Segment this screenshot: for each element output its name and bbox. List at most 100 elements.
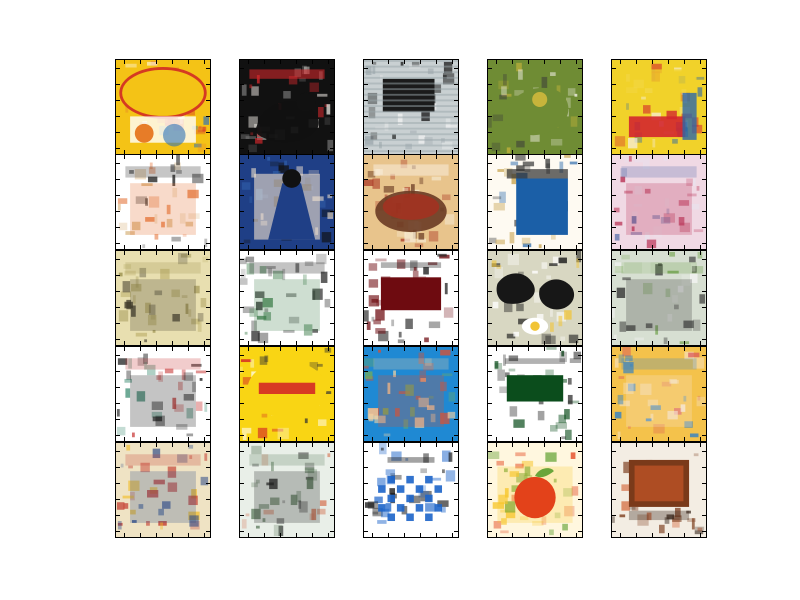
tick-mark [364, 211, 368, 212]
tick-mark [206, 211, 210, 212]
tick-mark [280, 533, 281, 537]
tick-mark [312, 443, 313, 447]
tick-mark [668, 437, 669, 441]
tick-mark [612, 451, 616, 452]
tick-mark [372, 347, 373, 351]
tick-mark [188, 60, 189, 64]
tick-mark [684, 443, 685, 447]
tick-mark [576, 245, 577, 249]
tick-mark [496, 347, 497, 351]
tick-mark [330, 259, 334, 260]
tick-mark [240, 179, 244, 180]
tick-mark [668, 443, 669, 447]
thumbnail-panel [611, 346, 707, 442]
tick-mark [140, 155, 141, 159]
tick-mark [612, 483, 616, 484]
tick-mark [454, 467, 458, 468]
tick-mark [576, 341, 577, 345]
tick-mark [454, 323, 458, 324]
tick-mark [702, 68, 706, 69]
tick-mark [372, 437, 373, 441]
tick-mark [420, 443, 421, 447]
tick-mark [124, 155, 125, 159]
tick-mark [206, 307, 210, 308]
tick-mark [124, 533, 125, 537]
tick-mark [280, 150, 281, 154]
tick-mark [116, 339, 120, 340]
tick-mark [612, 68, 616, 69]
tick-mark [330, 467, 334, 468]
thumbnail-panel [611, 250, 707, 346]
tick-mark [528, 251, 529, 255]
tick-mark [454, 403, 458, 404]
tick-mark [404, 437, 405, 441]
tick-mark [612, 499, 616, 500]
tick-mark [116, 100, 120, 101]
tick-mark [620, 60, 621, 64]
thumbnail-panel [115, 154, 211, 250]
tick-mark [436, 443, 437, 447]
tick-mark [240, 307, 244, 308]
tick-mark [512, 533, 513, 537]
tick-mark [668, 347, 669, 351]
thumbnail-panel [363, 346, 459, 442]
tick-mark [578, 339, 582, 340]
tick-mark [452, 155, 453, 159]
tick-mark [204, 150, 205, 154]
tick-mark [264, 533, 265, 537]
tick-mark [204, 443, 205, 447]
thumbnail-panel [363, 59, 459, 155]
tick-mark [328, 155, 329, 159]
tick-mark [312, 60, 313, 64]
tick-mark [206, 243, 210, 244]
tick-mark [328, 341, 329, 345]
tick-mark [248, 347, 249, 351]
tick-mark [156, 533, 157, 537]
tick-mark [620, 150, 621, 154]
tick-mark [612, 227, 616, 228]
tick-mark [116, 132, 120, 133]
tick-mark [330, 355, 334, 356]
tick-mark [296, 347, 297, 351]
tick-mark [652, 245, 653, 249]
tick-mark [576, 437, 577, 441]
tick-mark [330, 403, 334, 404]
tick-mark [612, 435, 616, 436]
tick-mark [560, 155, 561, 159]
tick-mark [330, 339, 334, 340]
tick-mark [240, 515, 244, 516]
tick-mark [652, 533, 653, 537]
tick-mark [544, 341, 545, 345]
tick-mark [206, 435, 210, 436]
thumbnail-image [240, 347, 334, 441]
tick-mark [544, 155, 545, 159]
tick-mark [264, 443, 265, 447]
tick-mark [454, 227, 458, 228]
tick-mark [702, 515, 706, 516]
tick-mark [264, 347, 265, 351]
tick-mark [140, 60, 141, 64]
tick-mark [248, 251, 249, 255]
tick-mark [172, 60, 173, 64]
tick-mark [206, 451, 210, 452]
tick-mark [578, 179, 582, 180]
tick-mark [528, 341, 529, 345]
tick-mark [364, 68, 368, 69]
tick-mark [156, 60, 157, 64]
tick-mark [172, 251, 173, 255]
tick-mark [488, 387, 492, 388]
tick-mark [116, 179, 120, 180]
tick-mark [388, 150, 389, 154]
tick-mark [172, 347, 173, 351]
tick-mark [488, 323, 492, 324]
tick-mark [700, 341, 701, 345]
tick-mark [684, 245, 685, 249]
tick-mark [578, 451, 582, 452]
tick-mark [488, 499, 492, 500]
tick-mark [140, 150, 141, 154]
tick-mark [578, 419, 582, 420]
tick-mark [296, 533, 297, 537]
thumbnail-image [116, 60, 210, 154]
tick-mark [496, 251, 497, 255]
tick-mark [388, 443, 389, 447]
